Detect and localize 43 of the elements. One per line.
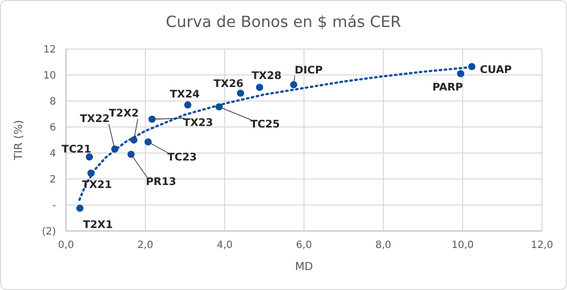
y-tick-label: 12 bbox=[43, 44, 56, 56]
annotation: TX24 bbox=[170, 88, 200, 101]
annotation: DICP bbox=[294, 64, 323, 76]
point bbox=[256, 84, 264, 91]
annotation: T2X1 bbox=[82, 218, 113, 231]
annotation: TC25 bbox=[250, 118, 280, 131]
point bbox=[236, 90, 244, 97]
y-tick-label: 4 bbox=[50, 148, 56, 160]
annotation: PR13 bbox=[146, 176, 176, 188]
chart-title: Curva de Bonos en $ más CER bbox=[166, 13, 402, 31]
annotation: TC21 bbox=[62, 144, 92, 156]
point bbox=[86, 153, 94, 160]
point bbox=[127, 150, 135, 158]
x-tick-label: 10,0 bbox=[452, 240, 474, 251]
x-axis-title: MD bbox=[295, 260, 313, 273]
annotation: TX26 bbox=[214, 78, 244, 90]
annotation: TX28 bbox=[252, 70, 282, 82]
annotation: PARP bbox=[432, 81, 464, 94]
x-tick-label: 4,0 bbox=[216, 240, 233, 251]
x-tick-label: 2,0 bbox=[137, 240, 154, 251]
point bbox=[184, 101, 192, 108]
y-tick-label: 8 bbox=[50, 96, 56, 108]
point bbox=[148, 116, 156, 123]
point bbox=[144, 138, 152, 146]
point bbox=[290, 81, 298, 88]
x-tick-label: 8,0 bbox=[375, 240, 392, 251]
annotation: TX22 bbox=[80, 112, 110, 125]
y-axis-title: TIR (%) bbox=[12, 120, 25, 162]
annotation: TC23 bbox=[167, 152, 197, 164]
x-tick-label: 6,0 bbox=[296, 240, 312, 251]
annotation: CUAP bbox=[480, 64, 512, 76]
x-tick-label: 0,0 bbox=[58, 240, 74, 251]
annotation: TX23 bbox=[183, 116, 214, 129]
annotation: TX21 bbox=[82, 178, 112, 191]
y-tick-label: 2 bbox=[50, 174, 56, 186]
y-tick-label: (2) bbox=[42, 226, 56, 238]
y-tick-label: 6 bbox=[50, 122, 56, 134]
annotation: T2X2 bbox=[108, 108, 139, 120]
point bbox=[76, 204, 84, 212]
x-tick-label: 12,0 bbox=[530, 240, 554, 251]
y-tick-label: 10 bbox=[43, 70, 56, 82]
point bbox=[457, 70, 464, 78]
y-tick-label: - bbox=[52, 200, 56, 212]
